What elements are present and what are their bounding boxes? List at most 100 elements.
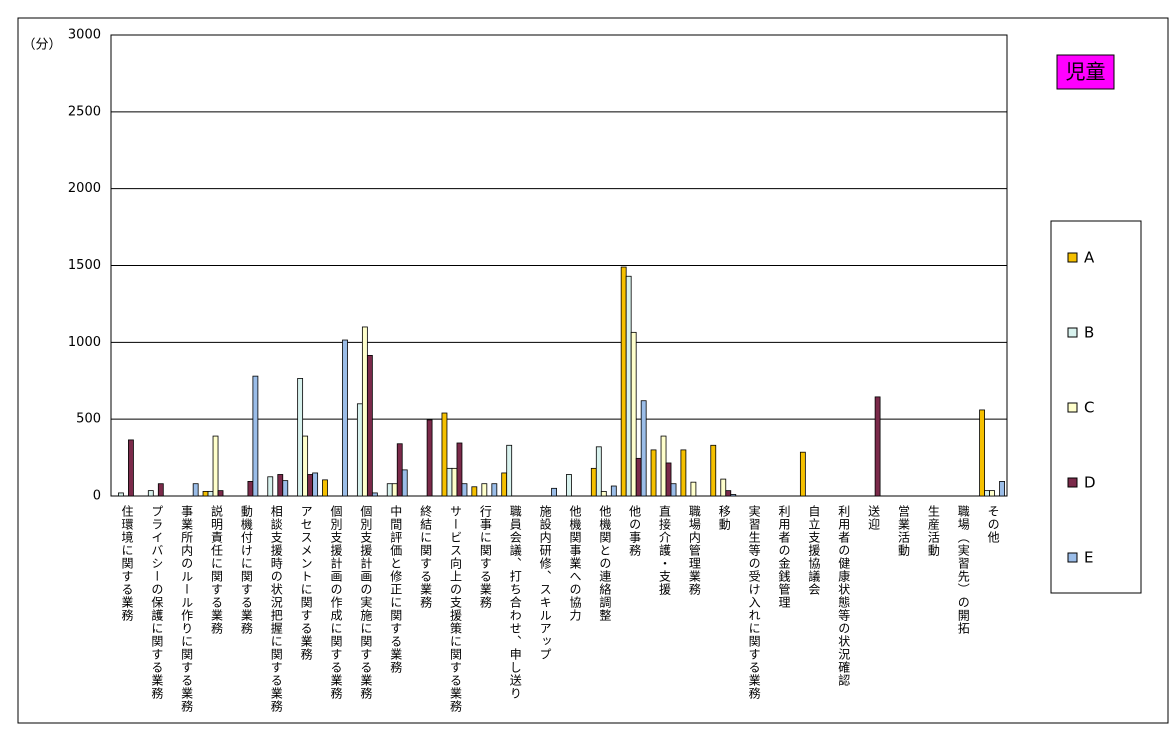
- bar: [625, 275, 632, 497]
- x-tick-label: 動機付けに関する業務: [239, 505, 254, 635]
- x-tick-label: 直接介護・支援: [657, 505, 672, 596]
- bar: [277, 474, 284, 497]
- x-tick-label: 移動: [717, 505, 732, 531]
- bar: [386, 483, 393, 497]
- title-box: [1056, 54, 1115, 90]
- bar: [730, 494, 737, 497]
- x-tick-label: 施設内研修、スキルアップ: [538, 505, 553, 661]
- bar: [979, 409, 985, 497]
- x-tick-label: 住環境に関する業務: [119, 505, 134, 622]
- x-tick-label: 他の事務: [627, 505, 642, 557]
- bar: [456, 442, 463, 497]
- bar: [690, 481, 697, 497]
- x-tick-label: プライバシーの保護に関する業務: [149, 505, 164, 700]
- x-tick-label: 職場内管理業務: [687, 505, 702, 596]
- bar: [610, 485, 617, 497]
- bar: [128, 439, 134, 497]
- legend-label: D: [1084, 474, 1096, 492]
- bar: [307, 474, 314, 497]
- bar: [391, 483, 398, 497]
- bar: [595, 446, 602, 497]
- x-tick-label: 職場（実習先）の開拓: [956, 505, 971, 635]
- legend-swatch: [1067, 402, 1078, 413]
- bar: [147, 490, 154, 497]
- bar: [322, 479, 328, 497]
- bar: [366, 354, 373, 497]
- y-tick-label: 3000: [68, 28, 101, 43]
- x-tick-label: 事業所内のルール作りに関する業務: [179, 505, 194, 713]
- bar: [441, 412, 448, 497]
- y-tick-label: 1000: [68, 335, 101, 350]
- y-tick-label: 1500: [68, 258, 101, 273]
- bar: [192, 483, 199, 497]
- bar: [202, 490, 209, 497]
- legend-swatch: [1067, 552, 1078, 563]
- legend-swatch: [1067, 252, 1078, 263]
- legend-swatch: [1067, 327, 1078, 338]
- bar: [302, 435, 309, 497]
- x-tick-label: サービス向上の支援策に関する業務: [448, 505, 463, 713]
- bar: [650, 449, 657, 497]
- y-tick-label: 500: [76, 412, 101, 427]
- x-tick-label: その他: [986, 505, 1001, 544]
- bar: [725, 490, 732, 497]
- legend-label: E: [1084, 549, 1093, 567]
- bar: [312, 472, 319, 497]
- legend: [1050, 220, 1142, 594]
- bar: [660, 435, 667, 497]
- y-tick-label: 2000: [68, 181, 101, 196]
- bar: [356, 403, 363, 497]
- x-tick-label: 利用者の健康状態等の状況確認: [836, 505, 851, 687]
- x-tick-label: 行事に関する業務: [478, 505, 493, 609]
- bar: [267, 476, 274, 497]
- bar: [600, 490, 607, 497]
- bar: [446, 467, 453, 497]
- bar: [118, 492, 124, 497]
- bar: [799, 451, 806, 497]
- x-tick-label: 個別支援計画の作成に関する業務: [329, 505, 343, 700]
- bar: [680, 449, 687, 497]
- y-tick-label: 2500: [68, 104, 101, 119]
- bar: [720, 478, 727, 497]
- x-tick-label: 自立支援協議会: [806, 505, 821, 596]
- bar: [461, 483, 468, 497]
- bar: [282, 480, 289, 497]
- bar: [252, 375, 259, 497]
- bar: [590, 467, 597, 497]
- bar: [620, 266, 627, 497]
- bar: [361, 326, 368, 497]
- bar: [635, 457, 642, 497]
- bar: [984, 490, 990, 497]
- bar: [566, 474, 572, 497]
- bar: [481, 483, 488, 497]
- x-tick-label: 生産活動: [926, 505, 941, 557]
- bar: [217, 490, 224, 497]
- bar: [491, 483, 498, 497]
- x-tick-label: 職員会議、打ち合わせ、申し送り: [508, 505, 523, 700]
- bar: [451, 467, 458, 497]
- bar: [665, 462, 672, 497]
- bar: [551, 487, 557, 497]
- frame: [17, 17, 1169, 724]
- bar: [207, 490, 214, 497]
- y-tick-label: 0: [93, 489, 101, 504]
- bar: [342, 339, 348, 497]
- bar: [999, 481, 1005, 497]
- bar: [247, 481, 254, 497]
- x-tick-label: 相談支援時の状況把握に関する業務: [269, 505, 284, 713]
- x-tick-label: 中間評価と修正に関する業務: [388, 505, 403, 674]
- x-tick-label: アセスメントに関する業務: [299, 505, 314, 661]
- y-unit: （分）: [22, 38, 61, 53]
- x-tick-label: 終結に関する業務: [418, 505, 433, 609]
- x-tick-label: 他機関との連絡調整: [597, 505, 612, 622]
- bar: [630, 331, 637, 497]
- bar: [157, 483, 164, 497]
- x-tick-label: 他機関事業への協力: [567, 505, 582, 622]
- bar: [297, 378, 304, 497]
- legend-label: B: [1084, 324, 1094, 342]
- bar: [710, 444, 717, 497]
- x-tick-label: 実習生等の受け入れに関する業務: [747, 505, 762, 700]
- legend-label: C: [1084, 399, 1094, 417]
- bar: [670, 483, 677, 497]
